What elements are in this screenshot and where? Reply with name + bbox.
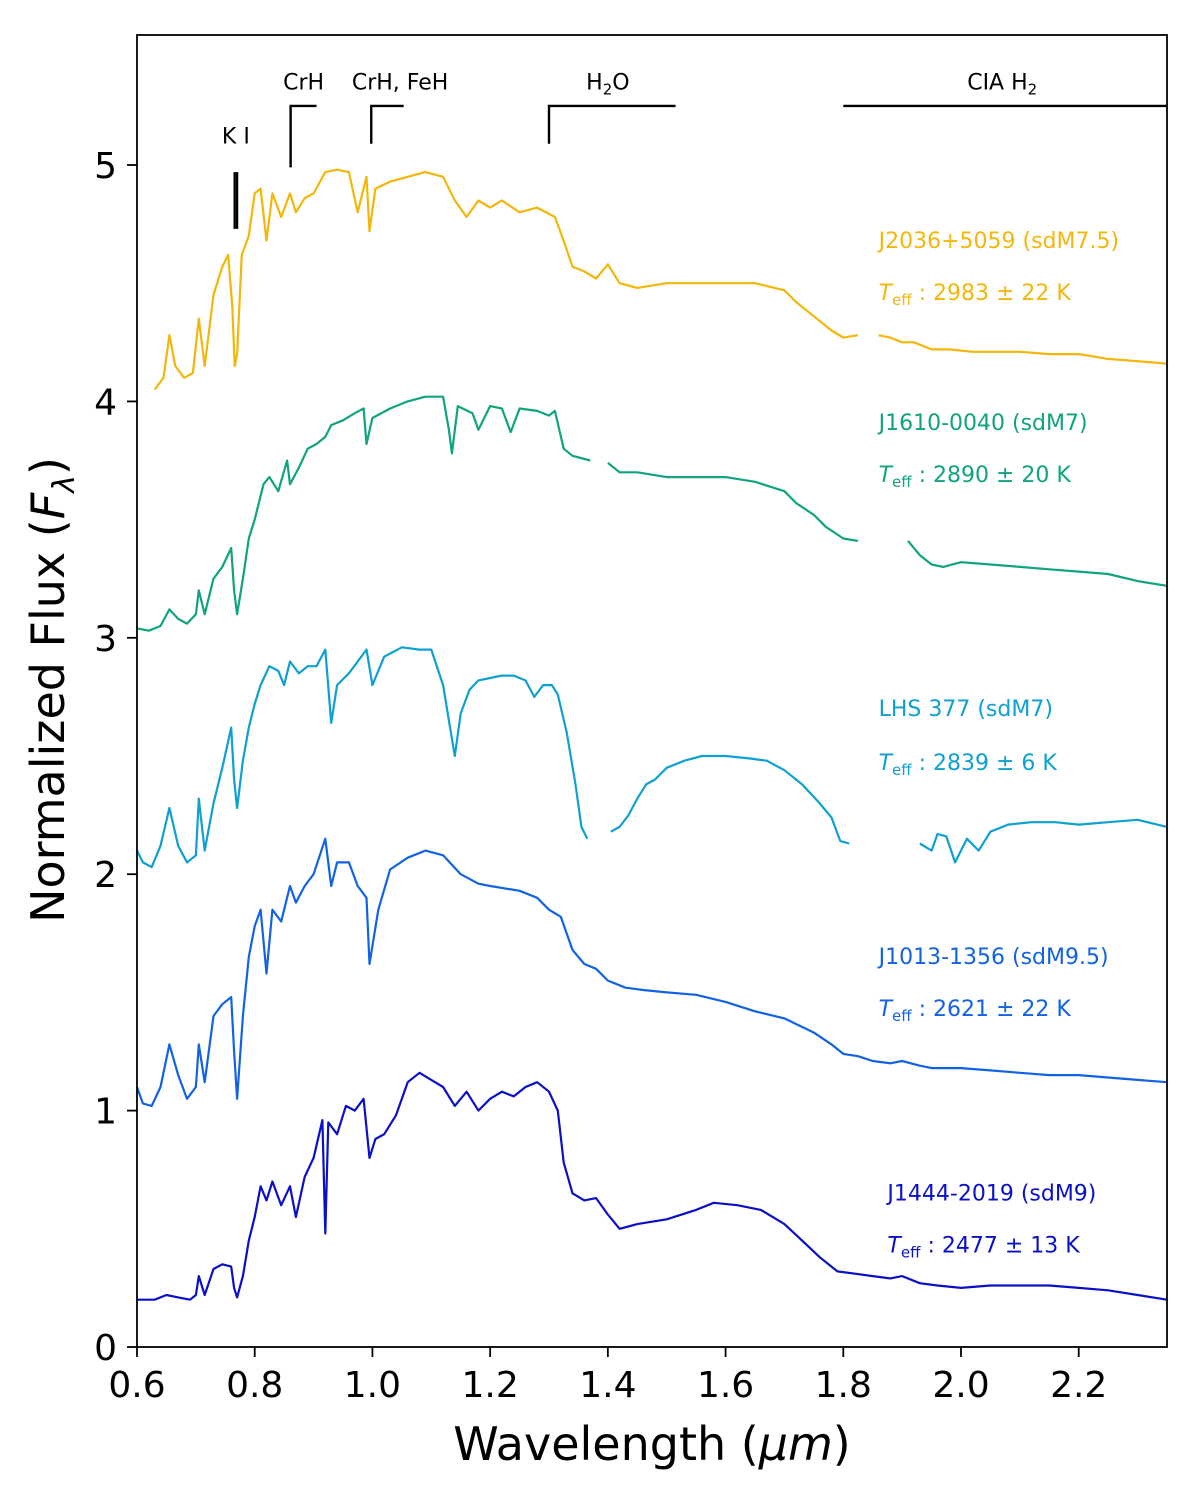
series-name-label: J1444-2019 (sdM9)	[885, 1181, 1096, 1206]
feature-label-subscript: 2	[1028, 80, 1038, 98]
y-axis-symbol: F	[21, 492, 75, 519]
series-name-label: J2036+5059 (sdM7.5)	[877, 229, 1119, 254]
series-label-layer: J2036+5059 (sdM7.5) Teff : 2983 ± 22 K J16…	[877, 229, 1119, 1262]
x-tick-label: 1.2	[462, 1365, 519, 1406]
teff-symbol: T	[879, 463, 894, 488]
teff-symbol: T	[879, 751, 894, 776]
x-tick-label: 0.6	[108, 1365, 165, 1406]
feature-label: H2O	[586, 70, 629, 98]
y-tick-label: 3	[94, 619, 117, 660]
teff-symbol: T	[879, 997, 894, 1022]
x-tick-label: 1.0	[344, 1365, 401, 1406]
series-teff-label: Teff : 2983 ± 22 K	[879, 281, 1072, 309]
feature-bracket	[547, 104, 676, 144]
x-tick-label: 1.4	[579, 1365, 636, 1406]
teff-value: : 2890 ± 20 K	[912, 463, 1072, 488]
y-tick-label: 0	[94, 1328, 117, 1369]
feature-label-subscript: 2	[603, 80, 613, 98]
teff-symbol: T	[879, 281, 894, 306]
series-teff-label: Teff : 2839 ± 6 K	[879, 751, 1058, 779]
y-axis-symbol-subscript: λ	[47, 475, 82, 495]
y-tick-label: 2	[94, 855, 117, 896]
plot-frame	[136, 34, 1168, 1348]
feature-label-text: H	[586, 70, 603, 95]
series-line-2-segment-1	[610, 754, 850, 845]
series-line-3-segment-0	[135, 837, 1168, 1108]
series-line-2-segment-2	[919, 818, 1168, 864]
y-axis-label-close: )	[21, 457, 75, 475]
series-layer	[135, 168, 1168, 1301]
series-name-label: LHS 377 (sdM7)	[879, 697, 1053, 722]
series-line-1-segment-1	[607, 462, 859, 542]
teff-subscript: eff	[892, 473, 912, 491]
series-line-0-segment-0	[153, 168, 859, 391]
y-tick-label: 1	[94, 1092, 117, 1133]
teff-value: : 2839 ± 6 K	[912, 751, 1058, 776]
teff-value: : 2477 ± 13 K	[920, 1233, 1080, 1258]
axis-ticks: 0.6 0.8 1.0 1.2 1.4 1.6 1.8 2.0 2.2 0 1 2 3 4 5	[94, 146, 1107, 1406]
series-line-2-segment-0	[136, 646, 589, 869]
series-name-label: J1610-0040 (sdM7)	[877, 411, 1088, 436]
x-axis-unit: μm	[758, 1417, 833, 1471]
feature-label-text: CrH, FeH	[352, 70, 448, 95]
feature-label-suffix: O	[612, 70, 629, 95]
series-name-label: J1013-1356 (sdM9.5)	[877, 945, 1109, 970]
x-axis-label-text: Wavelength (	[453, 1417, 758, 1471]
feature-label-text: CIA H	[967, 70, 1027, 95]
feature-label: CrH	[283, 70, 324, 95]
x-tick-label: 2.2	[1050, 1365, 1107, 1406]
series-line-0-segment-1	[878, 334, 1168, 365]
y-axis-label: Normalized Flux (Fλ)	[21, 457, 82, 923]
x-tick-label: 1.6	[697, 1365, 754, 1406]
feature-label: CIA H2	[967, 70, 1037, 98]
teff-subscript: eff	[892, 761, 912, 779]
y-axis-label-text: Normalized Flux (	[21, 519, 75, 923]
series-teff-label: Teff : 2890 ± 20 K	[879, 463, 1072, 491]
teff-subscript: eff	[892, 1007, 912, 1025]
feature-label-text: CrH	[283, 70, 324, 95]
series-line-1-segment-2	[907, 540, 1168, 587]
teff-symbol: T	[887, 1233, 902, 1258]
x-tick-label: 0.8	[226, 1365, 283, 1406]
y-tick-label: 5	[94, 146, 117, 187]
feature-label-text: K I	[222, 125, 250, 150]
series-line-4-segment-0	[137, 1071, 1168, 1301]
x-tick-label: 2.0	[932, 1365, 989, 1406]
feature-bracket	[289, 104, 317, 168]
feature-label: K I	[222, 125, 250, 150]
series-line-1-segment-0	[136, 395, 591, 632]
x-axis-label-close: )	[833, 1417, 851, 1471]
feature-bracket	[370, 104, 404, 144]
x-axis-label: Wavelength (μm)	[453, 1417, 850, 1471]
teff-subscript: eff	[892, 291, 912, 309]
series-teff-label: Teff : 2621 ± 22 K	[879, 997, 1072, 1025]
teff-subscript: eff	[901, 1243, 921, 1261]
series-teff-label: Teff : 2477 ± 13 K	[887, 1233, 1080, 1261]
teff-value: : 2983 ± 22 K	[912, 281, 1072, 306]
feature-label: CrH, FeH	[352, 70, 448, 95]
y-tick-label: 4	[94, 382, 117, 423]
x-tick-label: 1.8	[815, 1365, 872, 1406]
teff-value: : 2621 ± 22 K	[912, 997, 1072, 1022]
